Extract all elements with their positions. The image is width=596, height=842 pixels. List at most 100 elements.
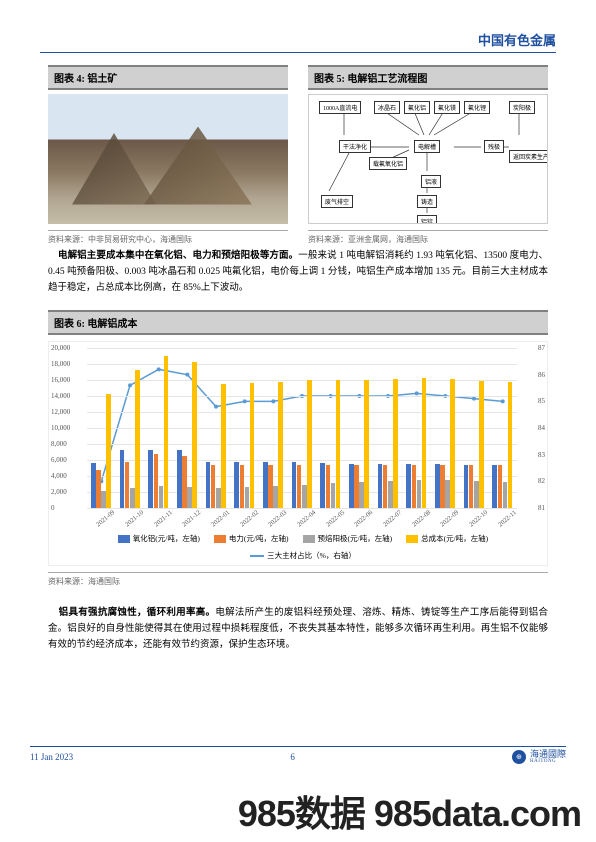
x-tick: 2022-09 [439,509,460,528]
legend-item: 三大主材占比（%，右轴） [250,550,356,561]
chart-area: 氧化铝(元/吨，左轴)电力(元/吨，左轴)预焙阳极(元/吨，左轴)总成本(元/吨… [48,341,548,566]
x-tick: 2022-04 [296,509,317,528]
chart-bar [479,381,484,508]
y1-tick: 16,000 [51,376,70,384]
chart-bar [234,462,239,508]
chart-bar [159,486,164,508]
chart-bar [326,465,331,508]
chart-bar [508,382,513,508]
flow-node: 载氟氧化铝 [369,157,407,170]
grid-line [87,508,517,509]
figure-5-source: 资料来源：亚洲金属网，海通国际 [308,230,548,245]
chart-bar [406,464,411,508]
chart-bar [245,487,250,508]
x-tick: 2021-11 [153,509,174,528]
y2-tick: 84 [538,424,545,432]
chart-bar [469,465,474,508]
footer-date: 11 Jan 2023 [30,752,73,762]
x-tick: 2021-12 [181,509,202,528]
flow-node: 废气排空 [321,195,353,208]
flow-node: 铝锭 [417,215,437,224]
footer-brand: ⊕ 海通國際 HAITONG [512,750,566,764]
flow-node: 氟化铝 [404,101,430,114]
legend-item: 总成本(元/吨，左轴) [406,533,488,544]
flow-node: 氟化锂 [464,101,490,114]
chart-bar [206,462,211,508]
chart-bar [412,465,417,508]
legend-label: 总成本(元/吨，左轴) [421,533,488,544]
flow-node: 铸造 [417,195,437,208]
chart-bar [273,486,278,508]
figure-row-top: 图表 4: 铝土矿 资料来源：中非贸易研究中心，海通国际 图表 5: 电解铝工艺… [48,65,548,245]
y1-tick: 20,000 [51,344,70,352]
figure-6-title: 图表 6: 电解铝成本 [48,310,548,335]
chart-bar [192,362,197,508]
x-tick: 2022-11 [497,509,518,528]
flow-node: 铝液 [421,175,441,188]
chart-bar [349,464,354,508]
figure-5: 图表 5: 电解铝工艺流程图 1000A直流电冰晶石氟化铝氟化镁氟化锂炭阳极干法… [308,65,548,245]
chart-bar [331,483,336,508]
chart-bar [130,488,135,508]
chart-bar [388,481,393,508]
chart-bar [378,464,383,508]
chart-bar [498,465,503,508]
y1-tick: 4,000 [51,472,67,480]
page-footer: 11 Jan 2023 6 ⊕ 海通國際 HAITONG [30,746,566,764]
chart-plot [87,348,517,508]
chart-bar [221,384,226,508]
brand-logo-icon: ⊕ [512,750,526,764]
chart-bar [216,488,221,508]
legend-swatch [118,535,130,543]
figure-4-photo [48,94,288,224]
chart-bar [354,465,359,508]
legend-label: 三大主材占比（%，右轴） [267,550,356,561]
flow-node: 残极 [484,140,504,153]
footer-brand-cn: 海通國際 [530,750,566,759]
flow-node: 电解槽 [414,140,440,153]
chart-bar [302,485,307,508]
legend-swatch [303,535,315,543]
legend-item: 电力(元/吨，左轴) [214,533,289,544]
x-tick: 2022-08 [411,509,432,528]
x-tick: 2022-03 [267,509,288,528]
footer-brand-en: HAITONG [530,759,566,764]
chart-bar [125,462,130,508]
figure-6: 图表 6: 电解铝成本 氧化铝(元/吨，左轴)电力(元/吨，左轴)预焙阳极(元/… [48,310,548,587]
paragraph-1: 电解铝主要成本集中在氧化铝、电力和预焙阳极等方面。一般来说 1 吨电解铝消耗约 … [48,248,548,296]
chart-bar [445,480,450,508]
y2-tick: 85 [538,397,545,405]
chart-bar [359,482,364,508]
grid-line [87,364,517,365]
flow-node: 冰晶石 [374,101,400,114]
x-tick: 2022-06 [353,509,374,528]
x-tick: 2022-02 [239,509,260,528]
x-tick: 2022-05 [325,509,346,528]
chart-bar [450,379,455,508]
figure-4-source: 资料来源：中非贸易研究中心，海通国际 [48,230,288,245]
chart-bar [263,462,268,508]
chart-bar [120,450,125,508]
chart-bar [135,370,140,508]
footer-page: 6 [290,752,295,762]
chart-bar [492,465,497,508]
chart-bar [101,491,106,508]
x-tick: 2021-10 [124,509,145,528]
legend-swatch [250,555,264,557]
chart-bar [307,380,312,508]
chart-bar [297,465,302,508]
chart-bar [393,379,398,508]
y1-tick: 2,000 [51,488,67,496]
y1-tick: 0 [51,504,55,512]
header-company: 中国有色金属 [478,30,556,49]
flow-node: 氟化镁 [434,101,460,114]
figure-5-title: 图表 5: 电解铝工艺流程图 [308,65,548,90]
legend-item: 氧化铝(元/吨，左轴) [118,533,200,544]
y1-tick: 6,000 [51,456,67,464]
y2-tick: 86 [538,371,545,379]
paragraph-2: 铝具有强抗腐蚀性，循环利用率高。电解法所产生的废铝料经预处理、溶炼、精炼、铸锭等… [48,605,548,653]
x-tick: 2022-10 [468,509,489,528]
watermark: 985数据 985data.com [238,785,581,837]
y1-tick: 12,000 [51,408,70,416]
chart-bar [383,465,388,508]
